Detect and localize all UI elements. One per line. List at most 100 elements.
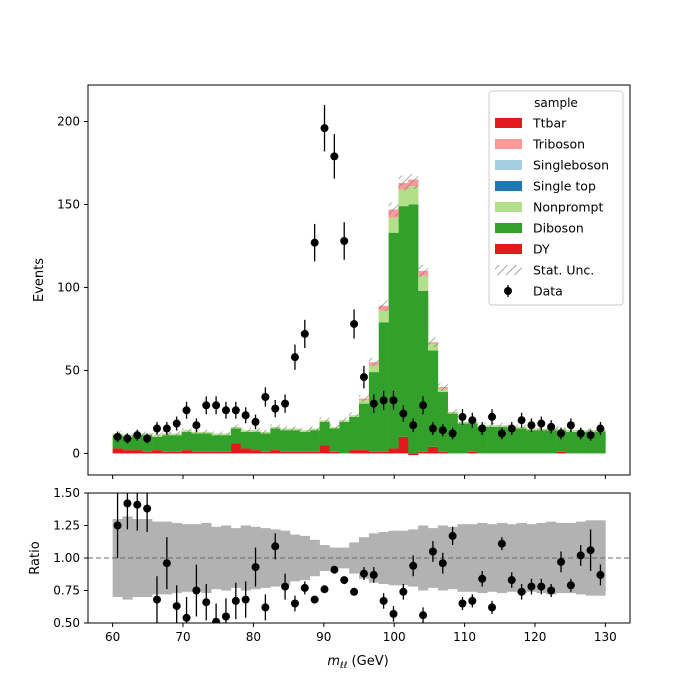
ratio-band-segment bbox=[457, 524, 468, 592]
legend-swatch bbox=[495, 118, 522, 128]
ratio-point bbox=[202, 598, 211, 607]
data-point bbox=[448, 429, 457, 438]
bar-diboson bbox=[280, 430, 291, 452]
bar-dy bbox=[378, 451, 389, 454]
legend-swatch bbox=[495, 244, 522, 254]
data-point bbox=[488, 412, 497, 421]
stat-unc-band bbox=[201, 429, 212, 434]
y-axis-label-ratio: Ratio bbox=[28, 541, 43, 574]
legend-swatch bbox=[495, 181, 522, 191]
data-point bbox=[231, 406, 240, 415]
bar-diboson bbox=[309, 430, 320, 452]
stat-unc-band bbox=[270, 424, 281, 430]
bar-dy bbox=[280, 451, 291, 454]
bar-dy bbox=[329, 451, 340, 454]
ratio-point bbox=[231, 596, 240, 605]
bar-diboson bbox=[181, 431, 192, 451]
legend-label: Triboson bbox=[532, 137, 585, 152]
ratio-point bbox=[468, 596, 477, 605]
data-point bbox=[399, 409, 408, 418]
stat-unc-band bbox=[487, 422, 497, 428]
ratio-band-segment bbox=[329, 547, 340, 569]
bar-diboson bbox=[132, 435, 143, 451]
ratio-band-segment bbox=[368, 533, 380, 583]
bar-diboson bbox=[526, 430, 537, 454]
x-tick-label: 100 bbox=[383, 630, 406, 644]
bar-dy bbox=[132, 450, 143, 454]
data-point bbox=[557, 429, 566, 438]
bar-dy bbox=[319, 445, 330, 454]
ratio-y-tick-label: 0.75 bbox=[53, 584, 80, 598]
ratio-point bbox=[133, 500, 142, 509]
bar-diboson bbox=[575, 431, 586, 454]
bar-diboson bbox=[487, 426, 498, 454]
legend-label: Stat. Unc. bbox=[533, 263, 594, 278]
stat-unc-band bbox=[388, 202, 399, 217]
ratio-point bbox=[281, 582, 290, 591]
stat-unc-band bbox=[250, 428, 261, 433]
data-point bbox=[547, 422, 556, 431]
stat-unc-band bbox=[329, 424, 340, 430]
stat-unc-band bbox=[349, 412, 359, 419]
y-tick-label: 150 bbox=[57, 197, 80, 211]
legend-label: Diboson bbox=[533, 221, 584, 236]
data-point bbox=[310, 238, 319, 247]
data-point bbox=[359, 373, 368, 382]
bar-diboson bbox=[211, 435, 222, 452]
data-point bbox=[290, 353, 299, 362]
bar-diboson bbox=[240, 431, 251, 449]
x-tick-label: 120 bbox=[524, 630, 547, 644]
ratio-band-segment bbox=[506, 524, 517, 592]
legend-label: Ttbar bbox=[532, 116, 567, 131]
legend-box bbox=[488, 90, 624, 306]
bar-dy bbox=[427, 446, 439, 454]
y-tick-label: 100 bbox=[57, 280, 80, 294]
ratio-point bbox=[497, 539, 506, 548]
bar-dy bbox=[556, 451, 567, 454]
ratio-band-segment bbox=[496, 522, 508, 594]
ratio-point bbox=[428, 547, 437, 556]
ratio-point bbox=[448, 531, 457, 540]
data-point bbox=[261, 393, 270, 401]
legend: sample Ttbar Triboson Singleboson Single top… bbox=[488, 90, 624, 306]
ratio-point bbox=[310, 595, 319, 604]
stat-unc-band bbox=[496, 422, 507, 428]
stat-unc-band bbox=[378, 300, 389, 312]
bar-diboson bbox=[585, 431, 596, 454]
ratio-point bbox=[517, 587, 526, 596]
ratio-point bbox=[419, 611, 428, 620]
ratio-point bbox=[399, 587, 408, 596]
ratio-band-segment bbox=[546, 521, 557, 595]
ratio-point bbox=[172, 602, 181, 611]
ratio-y-tick-label: 1.25 bbox=[53, 519, 80, 533]
bar-diboson bbox=[260, 433, 271, 452]
bar-diboson bbox=[427, 350, 439, 447]
stat-unc-band bbox=[142, 431, 153, 436]
bar-dy bbox=[299, 451, 311, 454]
data-point bbox=[241, 411, 250, 420]
ratio-point bbox=[350, 587, 359, 596]
ratio-point bbox=[458, 599, 467, 608]
ratio-point bbox=[527, 582, 536, 591]
ratio-point bbox=[113, 521, 122, 530]
bar-diboson bbox=[152, 436, 163, 451]
ratio-point bbox=[409, 561, 418, 570]
bar-nonprompt bbox=[427, 343, 439, 351]
top-axes-frame bbox=[87, 84, 631, 476]
ratio-point bbox=[330, 565, 339, 574]
bar-dy bbox=[270, 450, 281, 454]
data-point bbox=[576, 429, 585, 438]
ratio-y-tick-label: 1.00 bbox=[53, 551, 80, 565]
data-point bbox=[369, 399, 378, 408]
bar-dy bbox=[359, 450, 370, 454]
ratio-point bbox=[261, 603, 270, 612]
ratio-point bbox=[221, 612, 230, 621]
data-point bbox=[162, 424, 171, 433]
ratio-y-tick-label: 1.50 bbox=[53, 486, 80, 500]
stat-unc-band bbox=[359, 395, 369, 402]
ratio-point bbox=[478, 574, 487, 583]
stat-unc-band bbox=[398, 175, 409, 191]
stat-unc-band bbox=[368, 357, 379, 367]
bar-diboson bbox=[556, 430, 567, 452]
ratio-point bbox=[488, 603, 497, 612]
